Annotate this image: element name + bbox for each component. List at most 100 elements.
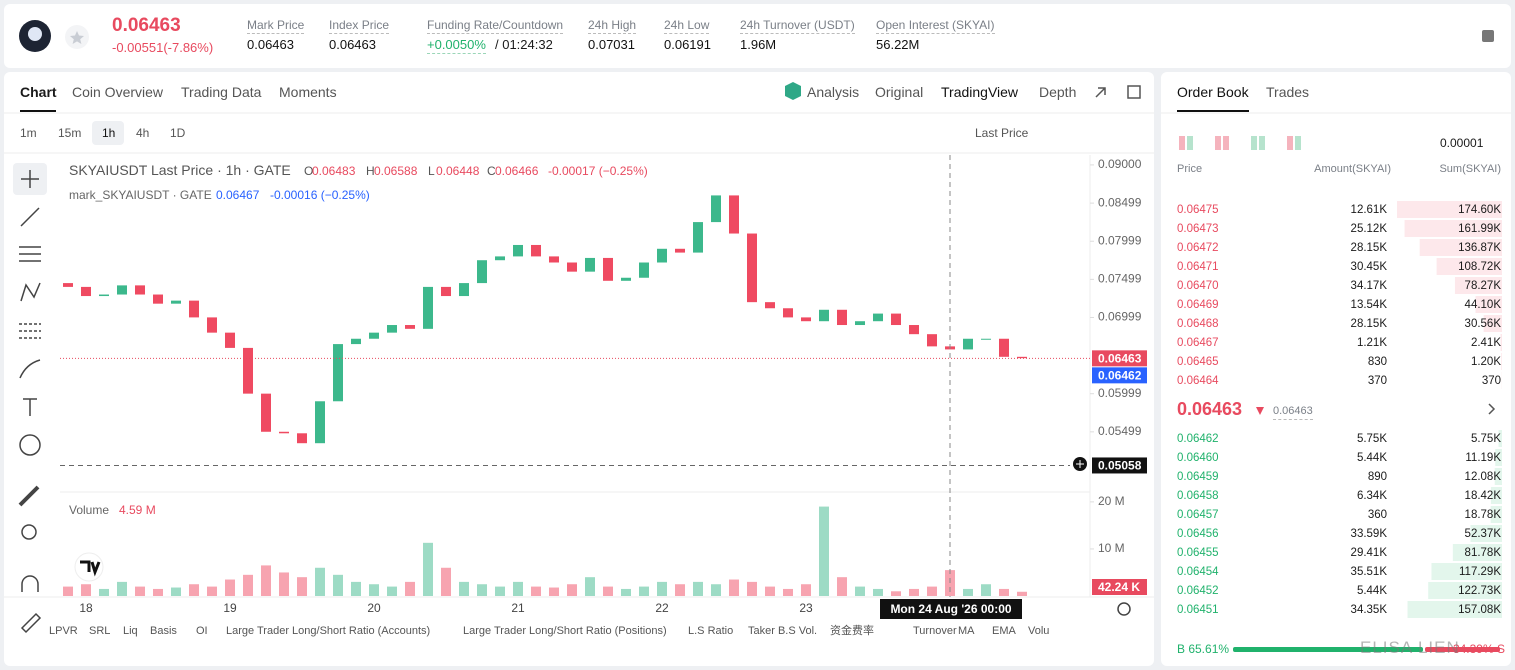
mark-price-label: 0.06462 [1098,369,1142,383]
candle [891,313,901,326]
depth-bar [1483,315,1502,332]
text-tool[interactable] [23,398,37,416]
volume-bar [387,586,397,596]
channel-tool[interactable] [19,246,41,262]
volume-bar [171,587,181,596]
volume-bar [693,581,703,596]
volume-bar [135,586,145,596]
sell-ratio-bar [1425,647,1500,652]
depth-bar [1419,239,1502,256]
brush-tool[interactable] [19,359,41,379]
candle [675,248,685,253]
tv-logo-mark [80,560,101,577]
volume-bar [621,588,631,596]
y-tick-label: 0.07499 [1098,272,1142,286]
depth-bar [1436,258,1502,275]
candle [981,338,991,340]
zoom-tool[interactable] [21,524,37,540]
depth-bar [1431,563,1502,580]
candle [189,300,199,318]
volume-bar [315,567,325,596]
volume-bar [963,588,973,596]
volume-bar [675,584,685,596]
x-tick-label: 20 [367,601,381,615]
candle [963,338,973,350]
candle [999,338,1009,357]
candle [423,286,433,329]
volume-bar [981,584,991,596]
volume-bar [261,565,271,596]
volume-bar [567,584,577,596]
emoji-tool[interactable] [19,434,41,456]
volume-bar [243,574,253,596]
depth-bar [1494,468,1502,485]
volume-bar [153,588,163,596]
volume-bar [99,588,109,596]
volume-bar [837,577,847,596]
fib-tool[interactable] [19,323,41,339]
volume-bar [513,581,523,596]
magnet-tool[interactable] [21,575,39,592]
candle [639,262,649,278]
line-tool[interactable] [20,207,40,227]
y-tick-label: 0.05999 [1098,386,1142,400]
crosshair-tool[interactable] [21,170,39,188]
ob-view-icon [1179,136,1185,150]
candle [927,334,937,347]
settings-icon[interactable] [1482,30,1494,42]
candle [549,256,559,263]
volume-bar [459,581,469,596]
depth-bar [1495,449,1502,466]
last-price-label: 0.06463 [1098,352,1142,366]
volume-bar [495,586,505,596]
pencil-tool[interactable] [20,612,42,634]
volume-bar [585,577,595,596]
candle [441,286,451,297]
candle [657,248,667,263]
x-tick-label: 23 [799,601,813,615]
candle [207,317,217,333]
star-icon [69,31,84,44]
expand-icon[interactable] [1095,87,1106,98]
volume-bar [207,586,217,596]
candle [765,302,775,309]
candle [369,332,379,339]
window-icon[interactable] [1127,85,1141,99]
candle [603,257,613,281]
ruler-tool[interactable] [18,485,40,507]
volume-bar [819,506,829,596]
ob-view-icon [1251,136,1257,150]
drawing-toolbar [13,163,47,634]
pattern-tool[interactable] [20,282,41,302]
volume-bar [945,570,955,596]
candle [729,195,739,234]
volume-bar [855,586,865,596]
candle [747,233,757,303]
candle [495,256,505,261]
axis-settings[interactable] [1117,602,1131,616]
ob-view-icon [1287,136,1293,150]
buy-ratio-bar [1233,647,1423,652]
last-price-box [1092,350,1147,367]
volume-bar [333,574,343,596]
candle [63,283,73,287]
y-tick-label: 0.07999 [1098,233,1142,247]
depth-bar [1404,220,1502,237]
candle [585,257,595,272]
candle [783,308,793,318]
volume-last-box [1092,579,1147,595]
ob-view-icon [1295,136,1301,150]
x-tick-label: 21 [511,601,525,615]
candle [261,393,271,432]
volume-bar [297,577,307,596]
volume-bar [423,542,433,596]
candle [909,325,919,335]
header-card [4,4,1511,68]
crosshair-time-label: Mon 24 Aug '26 00:00 [890,602,1011,616]
volume-bar [783,588,793,596]
crosshair-time-box [880,599,1022,619]
analysis-icon [785,82,801,100]
volume-bar [927,586,937,596]
candle [333,344,343,402]
